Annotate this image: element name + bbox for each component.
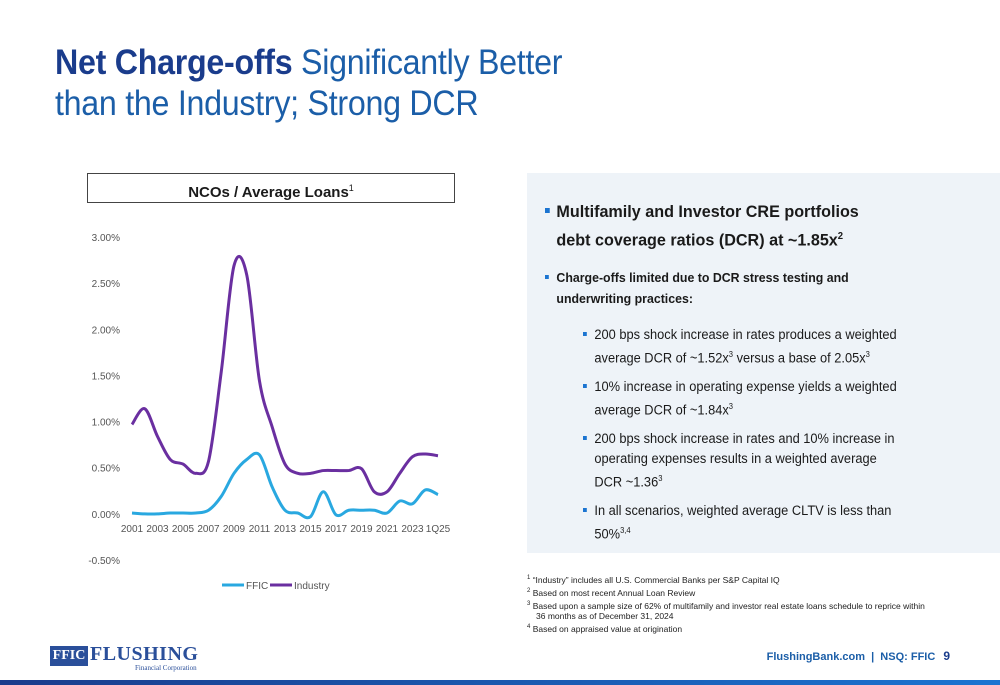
footnote-text: Based on appraised value at origination <box>532 624 683 635</box>
sub-bullet-combined: 200 bps shock increase in rates and 10% … <box>583 429 898 493</box>
sup: 3 <box>728 402 734 411</box>
footnote-1: 1 “Industry” includes all U.S. Commercia… <box>527 574 780 585</box>
legend-label-ffic: FFIC <box>246 581 268 592</box>
y-tick-label: 2.00% <box>92 325 120 336</box>
sup: 3 <box>865 350 870 359</box>
footnote-text: Based on most recent Annual Loan Review <box>532 587 696 598</box>
y-tick-label: 1.00% <box>92 418 120 429</box>
x-tick-label: 2009 <box>223 524 246 535</box>
title-rest: Significantly Better <box>292 43 563 82</box>
footnote-text: 36 months as of December 31, 2024 <box>536 611 674 622</box>
x-tick-label: 2015 <box>299 524 322 535</box>
chart-title: NCOs / Average Loans1 <box>87 173 455 203</box>
sup: 3 <box>658 474 663 483</box>
legend-label-industry: Industry <box>294 581 330 592</box>
x-tick-label: 2017 <box>325 524 348 535</box>
y-tick-label: 1.50% <box>92 371 120 382</box>
x-tick-label: 2003 <box>146 524 169 535</box>
bullet-square-icon <box>583 384 587 388</box>
footnote-text: Based upon a sample size of 62% of multi… <box>532 600 925 611</box>
y-tick-label: 0.50% <box>92 464 120 475</box>
sup: 3 <box>728 350 734 359</box>
y-tick-label: 2.50% <box>92 279 120 290</box>
logo-ffic: FFIC <box>50 646 88 666</box>
chart-title-sup: 1 <box>348 183 354 193</box>
x-tick-label: 2021 <box>376 524 399 535</box>
y-tick-label: -0.50% <box>88 556 120 567</box>
title-line2: than the Industry; Strong DCR <box>55 84 479 123</box>
logo-subtitle: Financial Corporation <box>135 664 197 672</box>
bottom-bar <box>0 680 1000 685</box>
x-tick-label: 2001 <box>121 524 144 535</box>
bullet-square-icon <box>545 208 550 213</box>
bullet-dcr-sup: 2 <box>837 231 844 242</box>
chart-title-text: NCOs / Average Loans <box>188 184 349 201</box>
footnote-2: 2 Based on most recent Annual Loan Revie… <box>527 587 696 598</box>
sub-bullet-rates-text2: versus a base of 2.05x <box>733 350 866 366</box>
x-tick-label: 2011 <box>249 524 271 535</box>
logo-name: FLUSHING <box>90 643 199 665</box>
bullet-dcr-text: Multifamily and Investor CRE portfolios … <box>556 202 859 250</box>
bullet-square-icon <box>583 332 587 336</box>
bullet-square-icon <box>545 275 549 279</box>
x-tick-label: 2023 <box>401 524 424 535</box>
bullet-square-icon <box>583 436 587 440</box>
series-line-ffic <box>131 451 439 520</box>
series-line-industry <box>130 254 439 496</box>
footer-text: FlushingBank.com | NSQ: FFIC <box>766 651 936 663</box>
footnote-4: 4 Based on appraised value at originatio… <box>527 624 683 635</box>
x-tick-label: 2007 <box>197 524 220 535</box>
footnote-3b: 36 months as of December 31, 2024 <box>527 611 947 622</box>
sub-bullet-cltv: In all scenarios, weighted average CLTV … <box>583 501 898 545</box>
bullet-square-icon <box>583 508 587 512</box>
sub-bullet-cltv-text: In all scenarios, weighted average CLTV … <box>594 503 892 542</box>
bullet-chargeoffs: Charge-offs limited due to DCR stress te… <box>545 267 870 309</box>
sub-bullet-opex: 10% increase in operating expense yields… <box>583 377 898 421</box>
x-tick-label: 2013 <box>274 524 297 535</box>
sub-bullet-opex-text: 10% increase in operating expense yields… <box>594 379 897 418</box>
title-bold: Net Charge-offs <box>55 43 293 82</box>
page-title: Net Charge-offs Significantly Better tha… <box>55 42 699 124</box>
footer: FlushingBank.com | NSQ: FFIC 9 <box>767 649 950 663</box>
x-tick-label: 1Q25 <box>426 524 450 535</box>
y-tick-label: 0.00% <box>92 510 120 521</box>
company-logo: FFIC FLUSHING Financial Corporation <box>50 643 230 673</box>
x-tick-label: 2019 <box>350 524 373 535</box>
footnotes: 1 “Industry” includes all U.S. Commercia… <box>527 573 947 635</box>
footnote-text: “Industry” includes all U.S. Commercial … <box>532 574 780 585</box>
sub-bullet-combined-text: 200 bps shock increase in rates and 10% … <box>594 431 895 490</box>
footnote-3: 3 Based upon a sample size of 62% of mul… <box>527 600 925 611</box>
dcr-panel: Multifamily and Investor CRE portfolios … <box>527 173 1000 553</box>
sub-bullet-rates: 200 bps shock increase in rates produces… <box>583 325 898 369</box>
bullet-dcr: Multifamily and Investor CRE portfolios … <box>545 199 870 253</box>
bullet-chargeoffs-text: Charge-offs limited due to DCR stress te… <box>556 270 849 306</box>
nco-line-chart: 3.00% 2.50% 2.00% 1.50% 1.00% 0.50% 0.00% -0.50… <box>88 233 450 592</box>
sup: 3,4 <box>620 526 631 535</box>
page-number: 9 <box>943 649 950 663</box>
x-tick-label: 2005 <box>172 524 195 535</box>
y-tick-label: 3.00% <box>92 233 120 244</box>
sub-bullet-rates-text: 200 bps shock increase in rates produces… <box>594 327 897 366</box>
